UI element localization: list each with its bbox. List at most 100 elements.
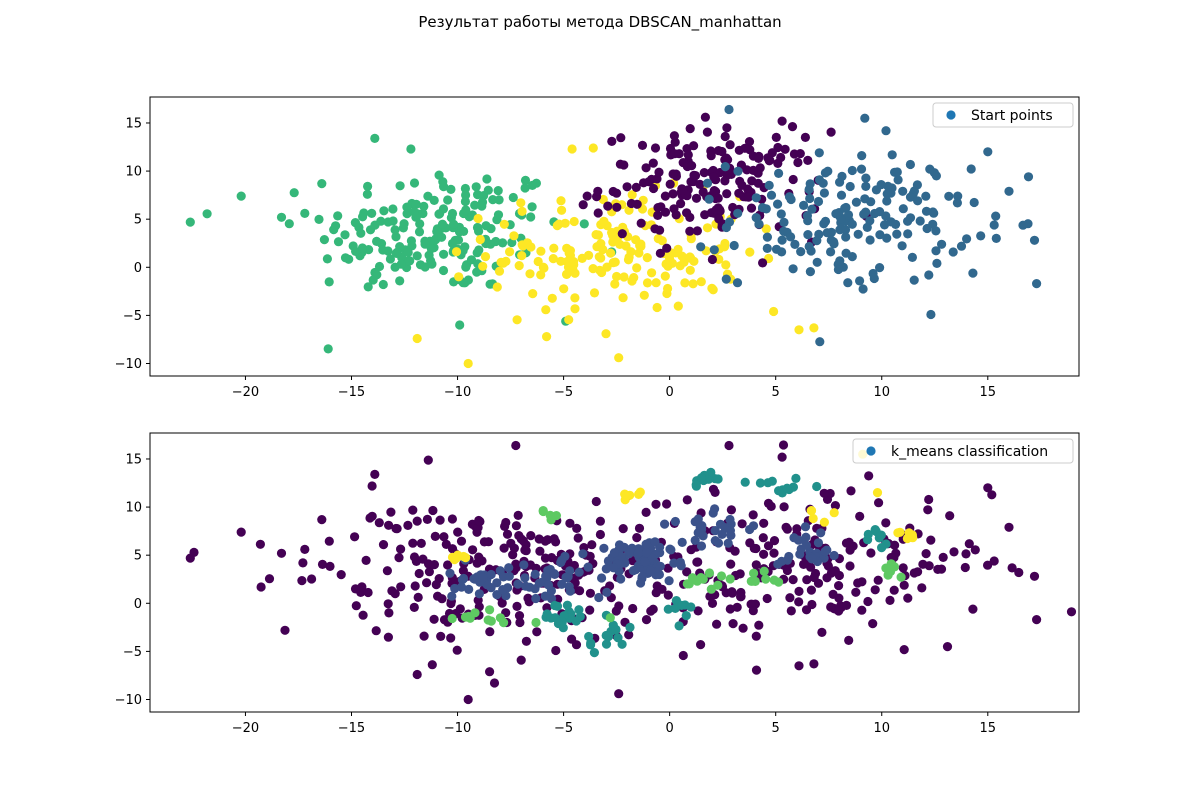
data-point xyxy=(761,204,771,214)
data-point xyxy=(751,560,761,570)
x-tick-label: −20 xyxy=(232,721,259,736)
data-point xyxy=(520,545,530,555)
data-point xyxy=(668,169,678,179)
data-point xyxy=(881,518,891,528)
data-point xyxy=(769,575,779,585)
data-point xyxy=(696,541,707,551)
data-point xyxy=(765,155,775,165)
data-point xyxy=(725,574,735,584)
data-point xyxy=(728,619,738,629)
data-point xyxy=(782,483,792,493)
data-point xyxy=(520,573,530,583)
data-point xyxy=(317,515,327,525)
data-point xyxy=(921,549,931,559)
data-point xyxy=(642,278,653,288)
data-point xyxy=(461,262,471,272)
data-point xyxy=(648,158,658,168)
data-point xyxy=(438,177,448,187)
data-point xyxy=(710,487,720,497)
data-point xyxy=(530,569,540,580)
data-point xyxy=(902,533,913,544)
data-point xyxy=(841,600,852,611)
data-point xyxy=(804,184,814,195)
data-point xyxy=(674,621,684,631)
data-point xyxy=(562,600,573,610)
data-point xyxy=(861,173,871,183)
data-point xyxy=(863,596,873,607)
data-point xyxy=(470,200,480,210)
data-point xyxy=(601,329,611,339)
data-point xyxy=(699,168,709,178)
data-point xyxy=(603,201,613,211)
data-point xyxy=(786,194,796,205)
data-point xyxy=(625,622,635,633)
data-point xyxy=(706,584,716,594)
data-point xyxy=(385,254,395,264)
data-point xyxy=(386,507,396,517)
data-point xyxy=(379,206,389,216)
x-tick-label: 5 xyxy=(772,385,780,400)
data-point xyxy=(987,490,997,500)
scatter-points xyxy=(185,440,1077,705)
data-point xyxy=(923,505,933,515)
data-point xyxy=(561,572,571,583)
data-point xyxy=(539,263,549,273)
data-point xyxy=(419,631,429,641)
data-point xyxy=(468,545,478,555)
data-point xyxy=(864,471,874,481)
data-point xyxy=(803,155,813,165)
data-point xyxy=(889,562,900,572)
data-point xyxy=(633,548,643,558)
data-point xyxy=(482,580,492,590)
data-point xyxy=(631,182,641,192)
data-point xyxy=(474,589,484,599)
data-point xyxy=(280,625,290,635)
data-point xyxy=(357,243,367,253)
data-point xyxy=(516,655,526,665)
data-point xyxy=(485,239,496,249)
data-point xyxy=(819,188,830,198)
data-point xyxy=(412,251,422,261)
data-point xyxy=(702,223,713,233)
data-point xyxy=(573,533,583,543)
data-point xyxy=(543,580,554,590)
data-point xyxy=(435,515,445,525)
data-point xyxy=(903,593,913,603)
data-point xyxy=(937,239,947,249)
data-point xyxy=(511,521,521,531)
data-point xyxy=(716,571,727,581)
data-point xyxy=(437,594,447,604)
data-point xyxy=(733,208,743,218)
data-point xyxy=(493,186,503,196)
data-point xyxy=(631,235,641,245)
data-point xyxy=(516,198,526,208)
data-point xyxy=(340,253,351,263)
data-point xyxy=(641,163,651,173)
data-point xyxy=(801,605,812,615)
data-point xyxy=(840,225,851,235)
data-point xyxy=(572,523,582,534)
data-point xyxy=(585,588,596,598)
data-point xyxy=(489,678,500,688)
data-point xyxy=(893,528,903,538)
series-1 xyxy=(445,504,839,604)
scatter-points xyxy=(185,104,1042,369)
data-point xyxy=(702,127,713,137)
data-point xyxy=(663,590,673,600)
data-point xyxy=(403,520,413,531)
data-point xyxy=(395,276,405,286)
data-point xyxy=(485,605,495,615)
data-point xyxy=(650,143,661,153)
data-point xyxy=(623,255,634,265)
data-point xyxy=(378,245,388,255)
data-point xyxy=(881,563,891,573)
data-point xyxy=(480,252,491,262)
data-point xyxy=(786,606,796,616)
data-point xyxy=(595,265,605,275)
data-point xyxy=(317,559,328,570)
data-point xyxy=(726,505,737,515)
data-point xyxy=(891,219,901,229)
data-point xyxy=(819,517,830,527)
data-point xyxy=(717,146,727,157)
data-point xyxy=(635,487,645,497)
